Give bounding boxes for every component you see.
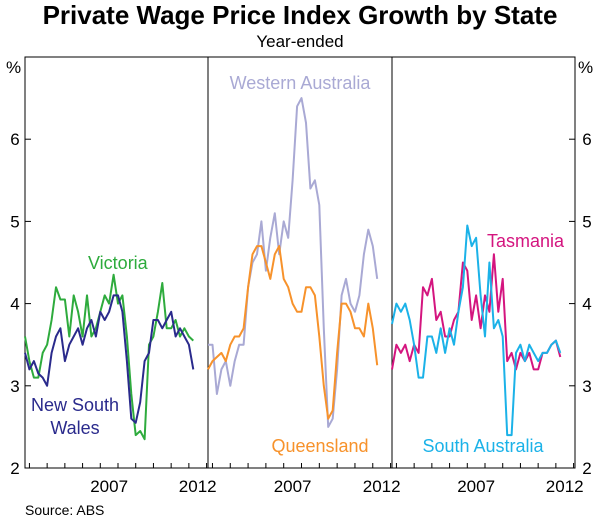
series-line-south-australia: [391, 224, 562, 437]
x-tick-label: 2007: [90, 477, 128, 496]
y-unit-left: %: [6, 58, 21, 77]
y-tick-label-left: 2: [10, 459, 19, 478]
x-axis: 2007 2012 2007 2012 2007 2012: [28, 463, 584, 496]
y-tick-label-left: 6: [10, 130, 19, 149]
y-tick-label-right: 3: [582, 377, 591, 396]
y-axis-right: 2 3 4 5 6: [569, 130, 592, 478]
x-tick-label: 2007: [274, 477, 312, 496]
source-note: Source: ABS: [25, 502, 104, 518]
y-unit-right: %: [578, 58, 593, 77]
chart-subtitle: Year-ended: [256, 32, 343, 51]
panel-3: Tasmania South Australia: [391, 224, 565, 456]
x-tick-label: 2012: [546, 477, 584, 496]
plot-frame: [24, 56, 576, 469]
series-line-new-south-wales: [24, 294, 195, 424]
y-tick-label-right: 4: [582, 295, 591, 314]
x-tick-label: 2007: [457, 477, 495, 496]
y-tick-label-right: 6: [582, 130, 591, 149]
series-label-victoria: Victoria: [88, 253, 149, 273]
panel-2: Western Australia Queensland: [207, 73, 379, 456]
series-label-line: New South: [31, 395, 119, 415]
panels: Victoria New South Wales Western Australia Q…: [24, 73, 565, 456]
series-label-western-australia: Western Australia: [230, 73, 372, 93]
y-tick-label-left: 3: [10, 377, 19, 396]
chart-title: Private Wage Price Index Growth by State: [43, 0, 558, 30]
series-label-tasmania: Tasmania: [487, 231, 565, 251]
series-line-tasmania: [391, 253, 562, 371]
y-axis-left: 2 3 4 5 6: [10, 130, 31, 478]
panel-1: Victoria New South Wales: [24, 253, 195, 441]
y-tick-label-left: 4: [10, 295, 19, 314]
y-tick-label-right: 2: [582, 459, 591, 478]
series-label-south-australia: South Australia: [422, 436, 544, 456]
series-line-victoria: [24, 273, 194, 441]
series-label-queensland: Queensland: [271, 436, 368, 456]
series-label-new-south-wales: New South Wales: [31, 395, 119, 438]
y-tick-label-right: 5: [582, 212, 591, 231]
x-tick-label: 2012: [179, 477, 217, 496]
y-tick-label-left: 5: [10, 212, 19, 231]
series-line-western-australia: [208, 97, 379, 428]
x-tick-label: 2012: [363, 477, 401, 496]
series-label-line: Wales: [50, 418, 99, 438]
series-line-queensland: [207, 245, 379, 420]
